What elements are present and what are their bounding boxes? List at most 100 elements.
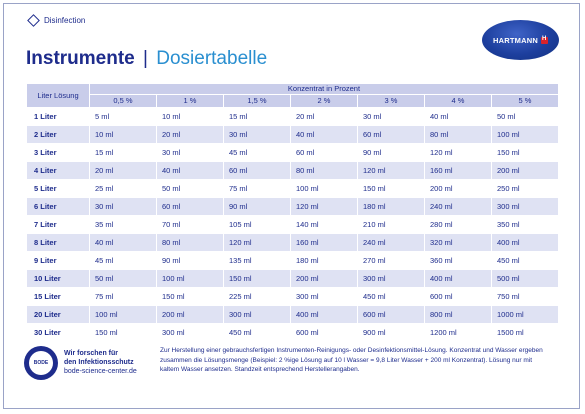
dosage-cell: 60 ml	[156, 197, 224, 216]
table-row: 10 Liter 50 ml 100 ml 150 ml 200 ml 300 ml 400…	[26, 269, 559, 288]
dosage-cell: 150 ml	[89, 323, 157, 342]
dosage-cell: 30 ml	[89, 197, 157, 216]
concentration-header: 0,5 %	[89, 94, 157, 108]
dosage-cell: 300 ml	[156, 323, 224, 342]
dosage-cell: 40 ml	[89, 233, 157, 252]
concentration-header: 3 %	[357, 94, 425, 108]
dosage-cell: 450 ml	[491, 251, 559, 270]
dosage-cell: 140 ml	[290, 215, 358, 234]
table-row: 3 Liter 15 ml 30 ml 45 ml 60 ml 90 ml 120 ml 15…	[26, 143, 559, 162]
table-row: 7 Liter 35 ml 70 ml 105 ml 140 ml 210 ml 280 m…	[26, 215, 559, 234]
row-label: 20 Liter	[26, 305, 90, 324]
dosage-cell: 45 ml	[89, 251, 157, 270]
dosage-cell: 500 ml	[491, 269, 559, 288]
dosage-cell: 60 ml	[357, 125, 425, 144]
table-row: 1 Liter 5 ml 10 ml 15 ml 20 ml 30 ml 40 ml 50 m…	[26, 107, 559, 126]
dosage-cell: 80 ml	[156, 233, 224, 252]
concentration-header: 2 %	[290, 94, 358, 108]
row-label: 9 Liter	[26, 251, 90, 270]
dosage-cell: 90 ml	[156, 251, 224, 270]
dosage-cell: 210 ml	[357, 215, 425, 234]
dosage-cell: 20 ml	[290, 107, 358, 126]
research-url[interactable]: bode-science-center.de	[64, 368, 137, 375]
dosage-cell: 400 ml	[491, 233, 559, 252]
table-row: 4 Liter 20 ml 40 ml 60 ml 80 ml 120 ml 160 ml 2…	[26, 161, 559, 180]
dosage-cell: 900 ml	[357, 323, 425, 342]
row-label: 15 Liter	[26, 287, 90, 306]
dosage-cell: 750 ml	[491, 287, 559, 306]
dosage-cell: 100 ml	[156, 269, 224, 288]
dosage-cell: 75 ml	[89, 287, 157, 306]
diamond-icon	[27, 13, 40, 27]
dosage-cell: 200 ml	[424, 179, 492, 198]
dosage-cell: 100 ml	[491, 125, 559, 144]
row-label: 30 Liter	[26, 323, 90, 342]
dosage-cell: 1000 ml	[491, 305, 559, 324]
dosage-cell: 320 ml	[424, 233, 492, 252]
dosage-cell: 120 ml	[290, 197, 358, 216]
dosage-cell: 180 ml	[290, 251, 358, 270]
row-label: 8 Liter	[26, 233, 90, 252]
dosage-cell: 300 ml	[290, 287, 358, 306]
dosage-cell: 30 ml	[223, 125, 291, 144]
dosage-cell: 80 ml	[290, 161, 358, 180]
dosage-cell: 160 ml	[424, 161, 492, 180]
dosage-cell: 600 ml	[424, 287, 492, 306]
dosage-cell: 15 ml	[223, 107, 291, 126]
table-row: 5 Liter 25 ml 50 ml 75 ml 100 ml 150 ml 200 ml…	[26, 179, 559, 198]
dosage-cell: 40 ml	[156, 161, 224, 180]
dosage-cell: 200 ml	[156, 305, 224, 324]
dosage-cell: 120 ml	[357, 161, 425, 180]
table-row: 20 Liter 100 ml 200 ml 300 ml 400 ml 600 ml 80…	[26, 305, 559, 324]
research-line2: den Infektionsschutz	[64, 359, 134, 366]
dosage-cell: 10 ml	[156, 107, 224, 126]
dosage-cell: 400 ml	[290, 305, 358, 324]
dosage-cell: 150 ml	[223, 269, 291, 288]
dosage-cell: 90 ml	[357, 143, 425, 162]
dosage-cell: 200 ml	[290, 269, 358, 288]
dosage-cell: 100 ml	[89, 305, 157, 324]
title-main: Instrumente	[26, 48, 135, 69]
concentration-header: 5 %	[491, 94, 559, 108]
dosage-cell: 350 ml	[491, 215, 559, 234]
row-label: 5 Liter	[26, 179, 90, 198]
dosage-cell: 5 ml	[89, 107, 157, 126]
concentration-header: 1 %	[156, 94, 224, 108]
dosage-cell: 15 ml	[89, 143, 157, 162]
concentration-header: 1,5 %	[223, 94, 291, 108]
hartmann-logo: HARTMANN	[482, 20, 559, 60]
dosage-table: Liter Lösung Konzentrat in Prozent 0,5 %…	[26, 83, 559, 342]
dosage-cell: 150 ml	[357, 179, 425, 198]
dosage-cell: 90 ml	[223, 197, 291, 216]
dosage-cell: 250 ml	[491, 179, 559, 198]
title-sub: Dosiertabelle	[156, 48, 268, 69]
dosage-cell: 60 ml	[290, 143, 358, 162]
dosage-cell: 150 ml	[156, 287, 224, 306]
dosage-cell: 70 ml	[156, 215, 224, 234]
table-row: 9 Liter 45 ml 90 ml 135 ml 180 ml 270 ml 360 m…	[26, 251, 559, 270]
dosage-cell: 40 ml	[424, 107, 492, 126]
dosage-cell: 50 ml	[89, 269, 157, 288]
dosage-cell: 300 ml	[357, 269, 425, 288]
research-block: Wir forschen für den Infektionsschutz bo…	[64, 349, 137, 376]
dosage-cell: 10 ml	[89, 125, 157, 144]
dosage-cell: 150 ml	[491, 143, 559, 162]
instructions-note: Zur Herstellung einer gebrauchsfertigen …	[160, 347, 543, 373]
dosage-cell: 240 ml	[357, 233, 425, 252]
dosage-cell: 1200 ml	[424, 323, 492, 342]
dosage-cell: 80 ml	[424, 125, 492, 144]
row-label: 4 Liter	[26, 161, 90, 180]
dosage-cell: 270 ml	[357, 251, 425, 270]
hartmann-mark-icon	[540, 36, 548, 44]
dosage-cell: 200 ml	[491, 161, 559, 180]
logo-text: HARTMANN	[493, 35, 538, 45]
dosage-cell: 160 ml	[290, 233, 358, 252]
table-row: 30 Liter 150 ml 300 ml 450 ml 600 ml 900 ml 12…	[26, 323, 559, 342]
dosage-cell: 280 ml	[424, 215, 492, 234]
dosage-cell: 225 ml	[223, 287, 291, 306]
dosage-cell: 300 ml	[223, 305, 291, 324]
dosage-cell: 60 ml	[223, 161, 291, 180]
dosage-cell: 135 ml	[223, 251, 291, 270]
row-label: 6 Liter	[26, 197, 90, 216]
dosage-cell: 360 ml	[424, 251, 492, 270]
